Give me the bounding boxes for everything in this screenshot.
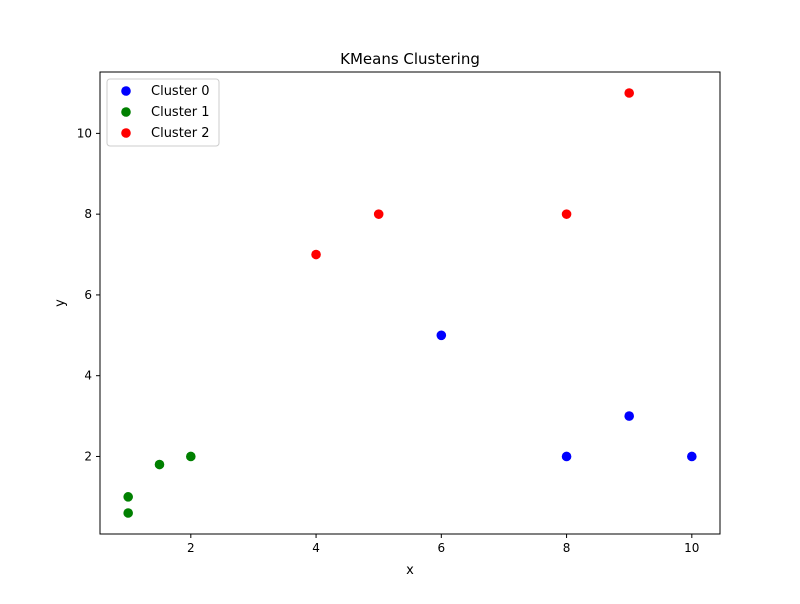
- cluster-2-point: [624, 88, 634, 98]
- legend-marker: [121, 107, 131, 117]
- x-tick-label: 10: [684, 541, 699, 555]
- legend-items: Cluster 0 Cluster 1 Cluster 2: [121, 84, 210, 141]
- legend-label: Cluster 0: [151, 84, 210, 99]
- plot-frame: [99, 71, 721, 535]
- cluster-1-point: [186, 451, 196, 462]
- cluster-2-point: [311, 249, 321, 260]
- x-axis-ticks: 2 4 6 8 10: [187, 534, 699, 555]
- legend-label: Cluster 2: [151, 126, 210, 141]
- legend: Cluster 0 Cluster 1 Cluster 2: [106, 78, 220, 147]
- cluster-0-point: [687, 451, 697, 462]
- y-tick-label: 6: [84, 288, 92, 302]
- cluster-0-point: [561, 451, 572, 462]
- y-tick-label: 8: [84, 207, 92, 221]
- y-axis-ticks: 2 4 6 8 10: [77, 126, 100, 463]
- cluster-0-point: [624, 411, 634, 421]
- plot-area: [100, 72, 720, 534]
- data-points: [123, 88, 697, 518]
- cluster-1-point: [154, 459, 165, 470]
- x-axis-label: x: [406, 563, 414, 578]
- cluster-1-point: [123, 508, 133, 518]
- cluster-2-point: [373, 209, 384, 219]
- cluster-0-point: [436, 330, 447, 341]
- y-tick-label: 10: [77, 126, 92, 140]
- cluster-1-point: [123, 492, 133, 502]
- y-tick-label: 2: [84, 449, 92, 463]
- legend-box: [106, 78, 220, 147]
- legend-label: Cluster 1: [151, 105, 210, 120]
- y-axis-label: y: [53, 299, 68, 307]
- legend-marker: [121, 128, 131, 138]
- y-tick-label: 4: [84, 369, 92, 383]
- x-tick-label: 4: [312, 541, 320, 555]
- cluster-2-point: [561, 209, 572, 219]
- x-tick-label: 8: [563, 541, 571, 555]
- legend-marker: [121, 86, 131, 96]
- x-tick-label: 2: [187, 541, 195, 555]
- chart-title: KMeans Clustering: [340, 50, 480, 68]
- x-tick-label: 6: [437, 541, 445, 555]
